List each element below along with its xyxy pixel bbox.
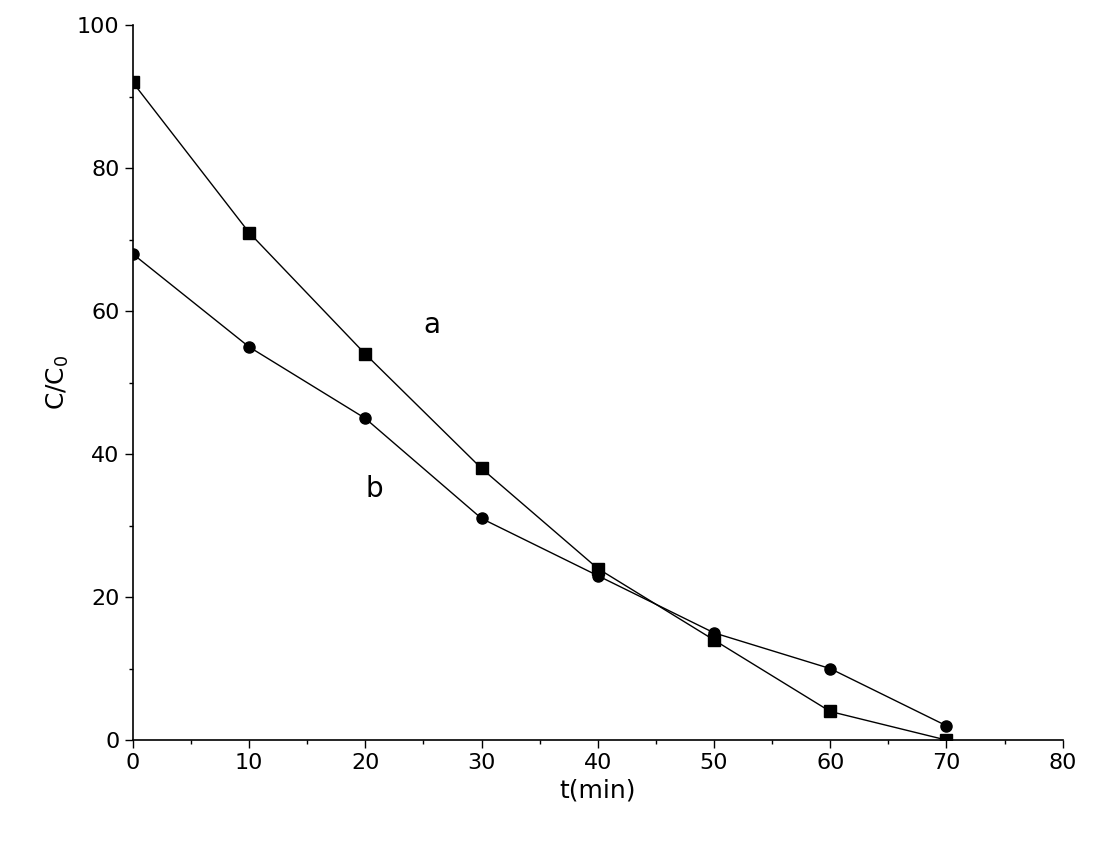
X-axis label: t(min): t(min) [559,779,637,803]
Y-axis label: C/C$_0$: C/C$_0$ [45,355,72,410]
Text: b: b [365,475,383,503]
Text: a: a [423,310,441,339]
